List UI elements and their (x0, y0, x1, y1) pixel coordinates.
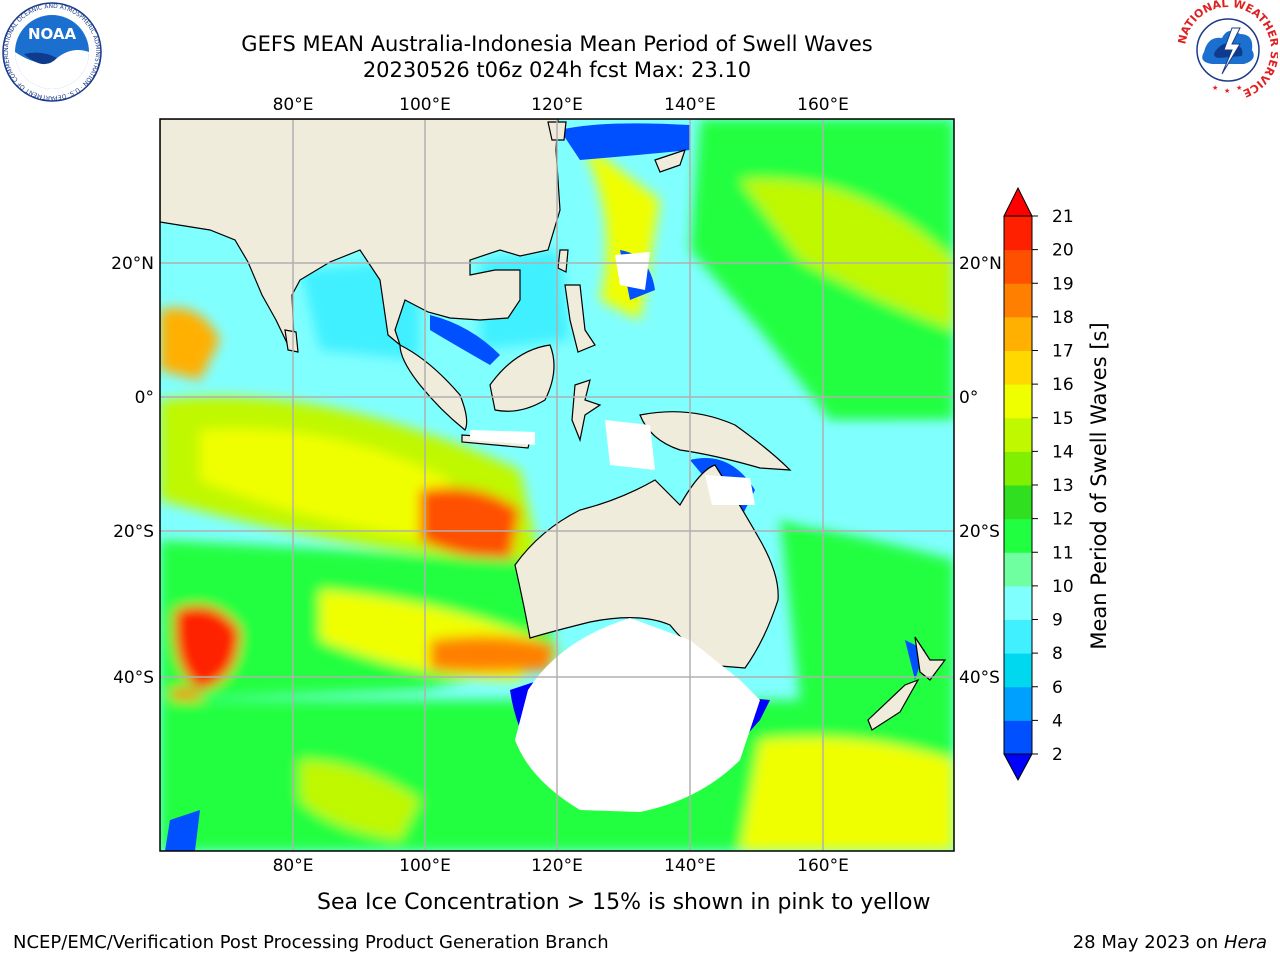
colorbar: 2 4 6 8 9 10 11 12 13 14 15 16 17 18 19 20 21 (1003, 186, 1074, 782)
colorbar-label: 17 (1052, 342, 1074, 362)
colorbar-swatch (1004, 585, 1032, 620)
colorbar-label: 14 (1052, 442, 1074, 462)
noaa-logo: NATIONAL OCEANIC AND ATMOSPHERIC ADMINIS… (2, 2, 102, 102)
colorbar-over-extension (1003, 186, 1033, 217)
lat-tick-left: 0° (135, 388, 154, 408)
svg-text:★: ★ (1236, 84, 1242, 92)
lon-tick-bottom: 140°E (664, 856, 716, 876)
colorbar-swatch (1004, 216, 1032, 251)
colorbar-label: 13 (1052, 476, 1074, 496)
colorbar-swatch (1004, 686, 1032, 721)
colorbar-swatch (1004, 552, 1032, 587)
colorbar-swatch (1004, 384, 1032, 419)
colorbar-swatch (1004, 249, 1032, 284)
svg-text:★: ★ (1224, 87, 1230, 95)
colorbar-label: 18 (1052, 308, 1074, 328)
colorbar-swatch (1004, 283, 1032, 318)
lat-tick-right: 20°S (959, 522, 1000, 542)
lat-tick-right: 20°N (959, 254, 1002, 274)
lon-ticks: 80°E 100°E 120°E 140°E 160°E 80°E 100°E … (273, 95, 849, 876)
colorbar-label: 11 (1052, 543, 1074, 563)
gridlines (160, 119, 954, 851)
colorbar-label: 19 (1052, 274, 1074, 294)
footer-date-text: 28 May 2023 on (1072, 932, 1224, 953)
footer-date: 28 May 2023 on Hera (1073, 932, 1267, 953)
colorbar-label: 10 (1052, 577, 1074, 597)
colorbar-swatch (1004, 451, 1032, 486)
lon-tick-top: 80°E (273, 95, 314, 115)
map-title: GEFS MEAN Australia-Indonesia Mean Perio… (241, 32, 873, 56)
lon-tick-top: 100°E (399, 95, 451, 115)
colorbar-title: Mean Period of Swell Waves [s] (1087, 322, 1111, 649)
lat-tick-left: 20°N (111, 254, 154, 274)
lat-tick-right: 40°S (959, 668, 1000, 688)
colorbar-label: 9 (1052, 611, 1063, 631)
colorbar-swatch (1004, 417, 1032, 452)
map-subtitle: 20230526 t06z 024h fcst Max: 23.10 (362, 58, 752, 82)
lat-tick-left: 40°S (113, 668, 154, 688)
colorbar-label: 2 (1052, 745, 1063, 765)
colorbar-label: 8 (1052, 644, 1063, 664)
land-masses (160, 119, 947, 731)
noaa-logo-text: NOAA (28, 25, 77, 43)
lon-tick-top: 120°E (531, 95, 583, 115)
lon-tick-top: 140°E (664, 95, 716, 115)
colorbar-swatch (1004, 619, 1032, 654)
colorbar-label: 15 (1052, 409, 1074, 429)
footer-credit: NCEP/EMC/Verification Post Processing Pr… (13, 932, 609, 953)
colorbar-label: 4 (1052, 711, 1063, 731)
lat-tick-right: 0° (959, 388, 978, 408)
lon-tick-bottom: 80°E (273, 856, 314, 876)
colorbar-label: 12 (1052, 510, 1074, 530)
sea-ice-note: Sea Ice Concentration > 15% is shown in … (317, 890, 931, 915)
map-area (160, 119, 954, 851)
colorbar-under-extension (1003, 753, 1033, 782)
lon-tick-bottom: 160°E (797, 856, 849, 876)
svg-text:★: ★ (1212, 84, 1218, 92)
colorbar-swatch (1004, 720, 1032, 755)
colorbar-swatch (1004, 653, 1032, 688)
colorbar-label: 21 (1052, 207, 1074, 227)
lat-ticks-left: 20°N 0° 20°S 40°S (111, 254, 154, 688)
map-frame (159, 118, 955, 852)
lat-ticks-right: 20°N 0° 20°S 40°S (959, 254, 1002, 688)
colorbar-label: 6 (1052, 678, 1063, 698)
colorbar-label: 16 (1052, 375, 1074, 395)
footer-machine: Hera (1223, 932, 1267, 953)
colorbar-swatch (1004, 485, 1032, 520)
masked-areas (470, 252, 760, 812)
colorbar-swatch (1004, 316, 1032, 351)
lon-tick-top: 160°E (797, 95, 849, 115)
colorbar-swatch (1004, 518, 1032, 553)
colorbar-label: 20 (1052, 241, 1074, 261)
lon-tick-bottom: 100°E (399, 856, 451, 876)
lat-tick-left: 20°S (113, 522, 154, 542)
lon-tick-bottom: 120°E (531, 856, 583, 876)
colorbar-swatch (1004, 350, 1032, 385)
